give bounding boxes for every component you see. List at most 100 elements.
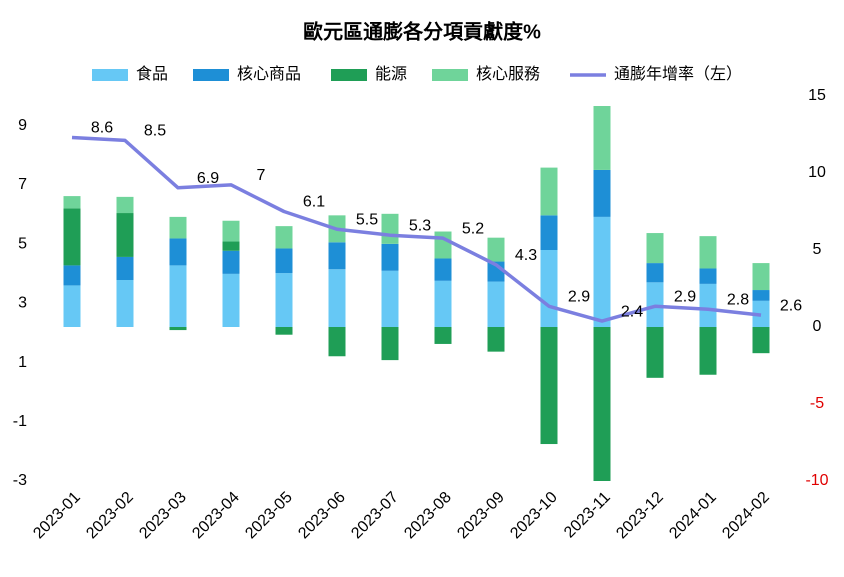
bar xyxy=(275,273,293,327)
bar xyxy=(169,216,187,239)
data-label: 8.6 xyxy=(91,120,113,137)
legend-swatch xyxy=(193,69,229,81)
bar xyxy=(646,327,664,378)
bar xyxy=(381,270,399,327)
data-label: 8.5 xyxy=(144,123,166,140)
x-tick-label: 2023-02 xyxy=(83,489,137,543)
bar xyxy=(752,327,770,354)
bar xyxy=(593,216,611,327)
y-tick-label: 1 xyxy=(18,354,27,371)
legend-label: 食品 xyxy=(136,65,168,83)
data-label: 5.5 xyxy=(356,211,378,228)
bar xyxy=(328,242,346,270)
legend-label: 核心服務 xyxy=(476,65,540,83)
data-label: 4.3 xyxy=(515,247,537,264)
bar xyxy=(169,238,187,266)
bar xyxy=(540,215,558,250)
data-label: 2.9 xyxy=(568,288,590,305)
bar xyxy=(116,196,134,214)
x-tick-label: 2023-01 xyxy=(30,489,84,543)
y2-tick-label: 15 xyxy=(808,87,826,104)
data-label: 2.4 xyxy=(621,303,643,320)
bar xyxy=(540,250,558,327)
legend-label: 通膨年增率（左） xyxy=(614,65,742,83)
y-tick-label: 9 xyxy=(18,117,27,134)
bar xyxy=(699,283,717,327)
y-tick-label: 5 xyxy=(18,235,27,252)
bar xyxy=(540,167,558,216)
bar xyxy=(63,285,81,327)
chart-title: 歐元區通膨各分項貢獻度% xyxy=(303,19,541,43)
y2-tick-label: 0 xyxy=(813,318,822,335)
data-label: 5.3 xyxy=(409,217,431,234)
bar xyxy=(275,248,293,274)
bar xyxy=(646,263,664,283)
bar xyxy=(63,196,81,209)
bar xyxy=(381,243,399,271)
x-tick-label: 2024-01 xyxy=(666,489,720,543)
data-label: 6.9 xyxy=(197,170,219,187)
bar xyxy=(116,213,134,257)
data-label: 6.1 xyxy=(303,194,325,211)
bar xyxy=(116,256,134,281)
x-tick-label: 2023-05 xyxy=(242,489,296,543)
data-label: 2.9 xyxy=(674,288,696,305)
y2-tick-label: 10 xyxy=(808,164,826,181)
bar xyxy=(487,237,505,262)
bar xyxy=(593,327,611,481)
bar xyxy=(222,241,240,251)
bar xyxy=(752,263,770,291)
bar xyxy=(699,236,717,269)
data-label: 7 xyxy=(257,167,266,184)
bar xyxy=(275,226,293,249)
x-tick-label: 2023-09 xyxy=(454,489,508,543)
legend-label: 能源 xyxy=(375,65,407,83)
bar xyxy=(434,280,452,327)
x-tick-label: 2023-07 xyxy=(348,489,402,543)
bar xyxy=(699,268,717,284)
bar xyxy=(434,258,452,281)
bar xyxy=(63,208,81,266)
bar xyxy=(381,327,399,361)
bar xyxy=(116,280,134,327)
bar xyxy=(593,106,611,170)
data-label: 2.6 xyxy=(780,297,802,314)
bar xyxy=(169,327,187,331)
bar xyxy=(487,327,505,352)
bar xyxy=(593,169,611,217)
bar xyxy=(63,265,81,286)
legend-swatch xyxy=(92,69,128,81)
y-tick-label: -3 xyxy=(13,472,27,489)
data-label: 5.2 xyxy=(462,220,484,237)
data-label: 2.8 xyxy=(727,291,749,308)
bar xyxy=(275,327,293,335)
bar xyxy=(222,220,240,242)
bar xyxy=(699,327,717,375)
line xyxy=(71,135,762,323)
legend-swatch xyxy=(432,69,468,81)
bar xyxy=(328,269,346,327)
legend-label: 核心商品 xyxy=(237,65,301,83)
x-tick-label: 2023-08 xyxy=(401,489,455,543)
x-tick-label: 2023-03 xyxy=(136,489,190,543)
bar xyxy=(434,327,452,344)
bar xyxy=(434,231,452,259)
bar xyxy=(169,265,187,327)
y2-tick-label: -10 xyxy=(805,472,828,489)
x-tick-label: 2023-11 xyxy=(561,489,614,542)
bar xyxy=(752,290,770,301)
bar xyxy=(222,273,240,327)
y2-tick-label: 5 xyxy=(813,241,822,258)
bar xyxy=(540,327,558,445)
x-tick-label: 2023-12 xyxy=(613,489,667,543)
x-tick-label: 2023-04 xyxy=(189,489,243,543)
x-tick-label: 2024-02 xyxy=(719,489,773,543)
y-tick-label: -1 xyxy=(13,413,27,430)
bar xyxy=(328,327,346,357)
y-tick-label: 3 xyxy=(18,295,27,312)
x-tick-label: 2023-10 xyxy=(507,489,561,543)
bar xyxy=(487,281,505,327)
bar xyxy=(381,213,399,244)
bar xyxy=(646,233,664,264)
